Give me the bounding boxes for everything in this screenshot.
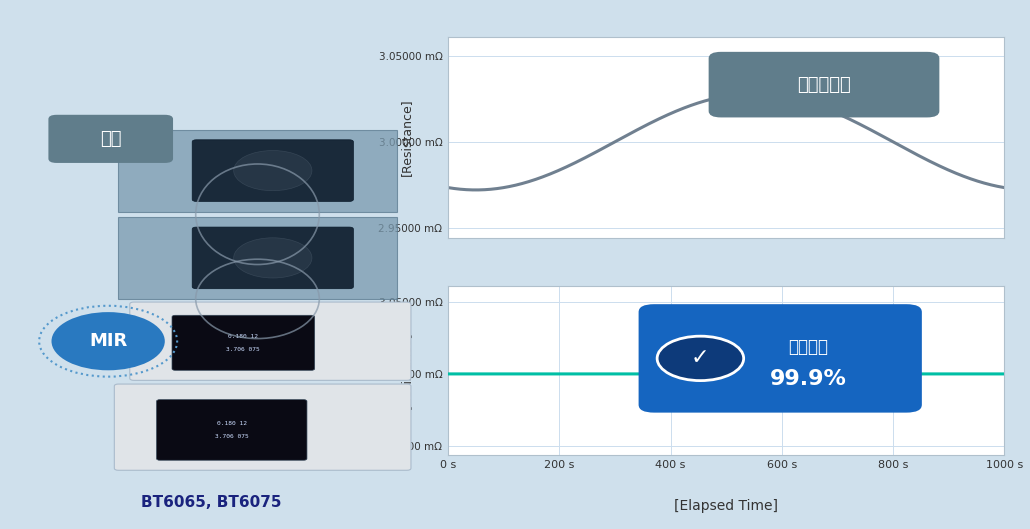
Text: 0.180 12: 0.180 12 — [216, 421, 247, 426]
Text: [Resistance]: [Resistance] — [401, 99, 413, 176]
Text: 3.706 075: 3.706 075 — [227, 346, 261, 352]
Text: [Elapsed Time]: [Elapsed Time] — [675, 499, 778, 513]
Text: 0.180 12: 0.180 12 — [229, 334, 259, 339]
Text: 通常: 通常 — [100, 130, 122, 148]
Text: [Resistance]: [Resistance] — [401, 332, 413, 409]
Text: 99.9%: 99.9% — [770, 369, 847, 389]
Text: MIR: MIR — [89, 332, 128, 350]
Text: 干扰影响大: 干扰影响大 — [797, 76, 851, 94]
Text: 波动控制: 波动控制 — [789, 338, 828, 357]
Text: 3.706 075: 3.706 075 — [215, 434, 248, 439]
Text: ✓: ✓ — [691, 349, 710, 368]
Text: BT6065, BT6075: BT6065, BT6075 — [141, 496, 281, 510]
